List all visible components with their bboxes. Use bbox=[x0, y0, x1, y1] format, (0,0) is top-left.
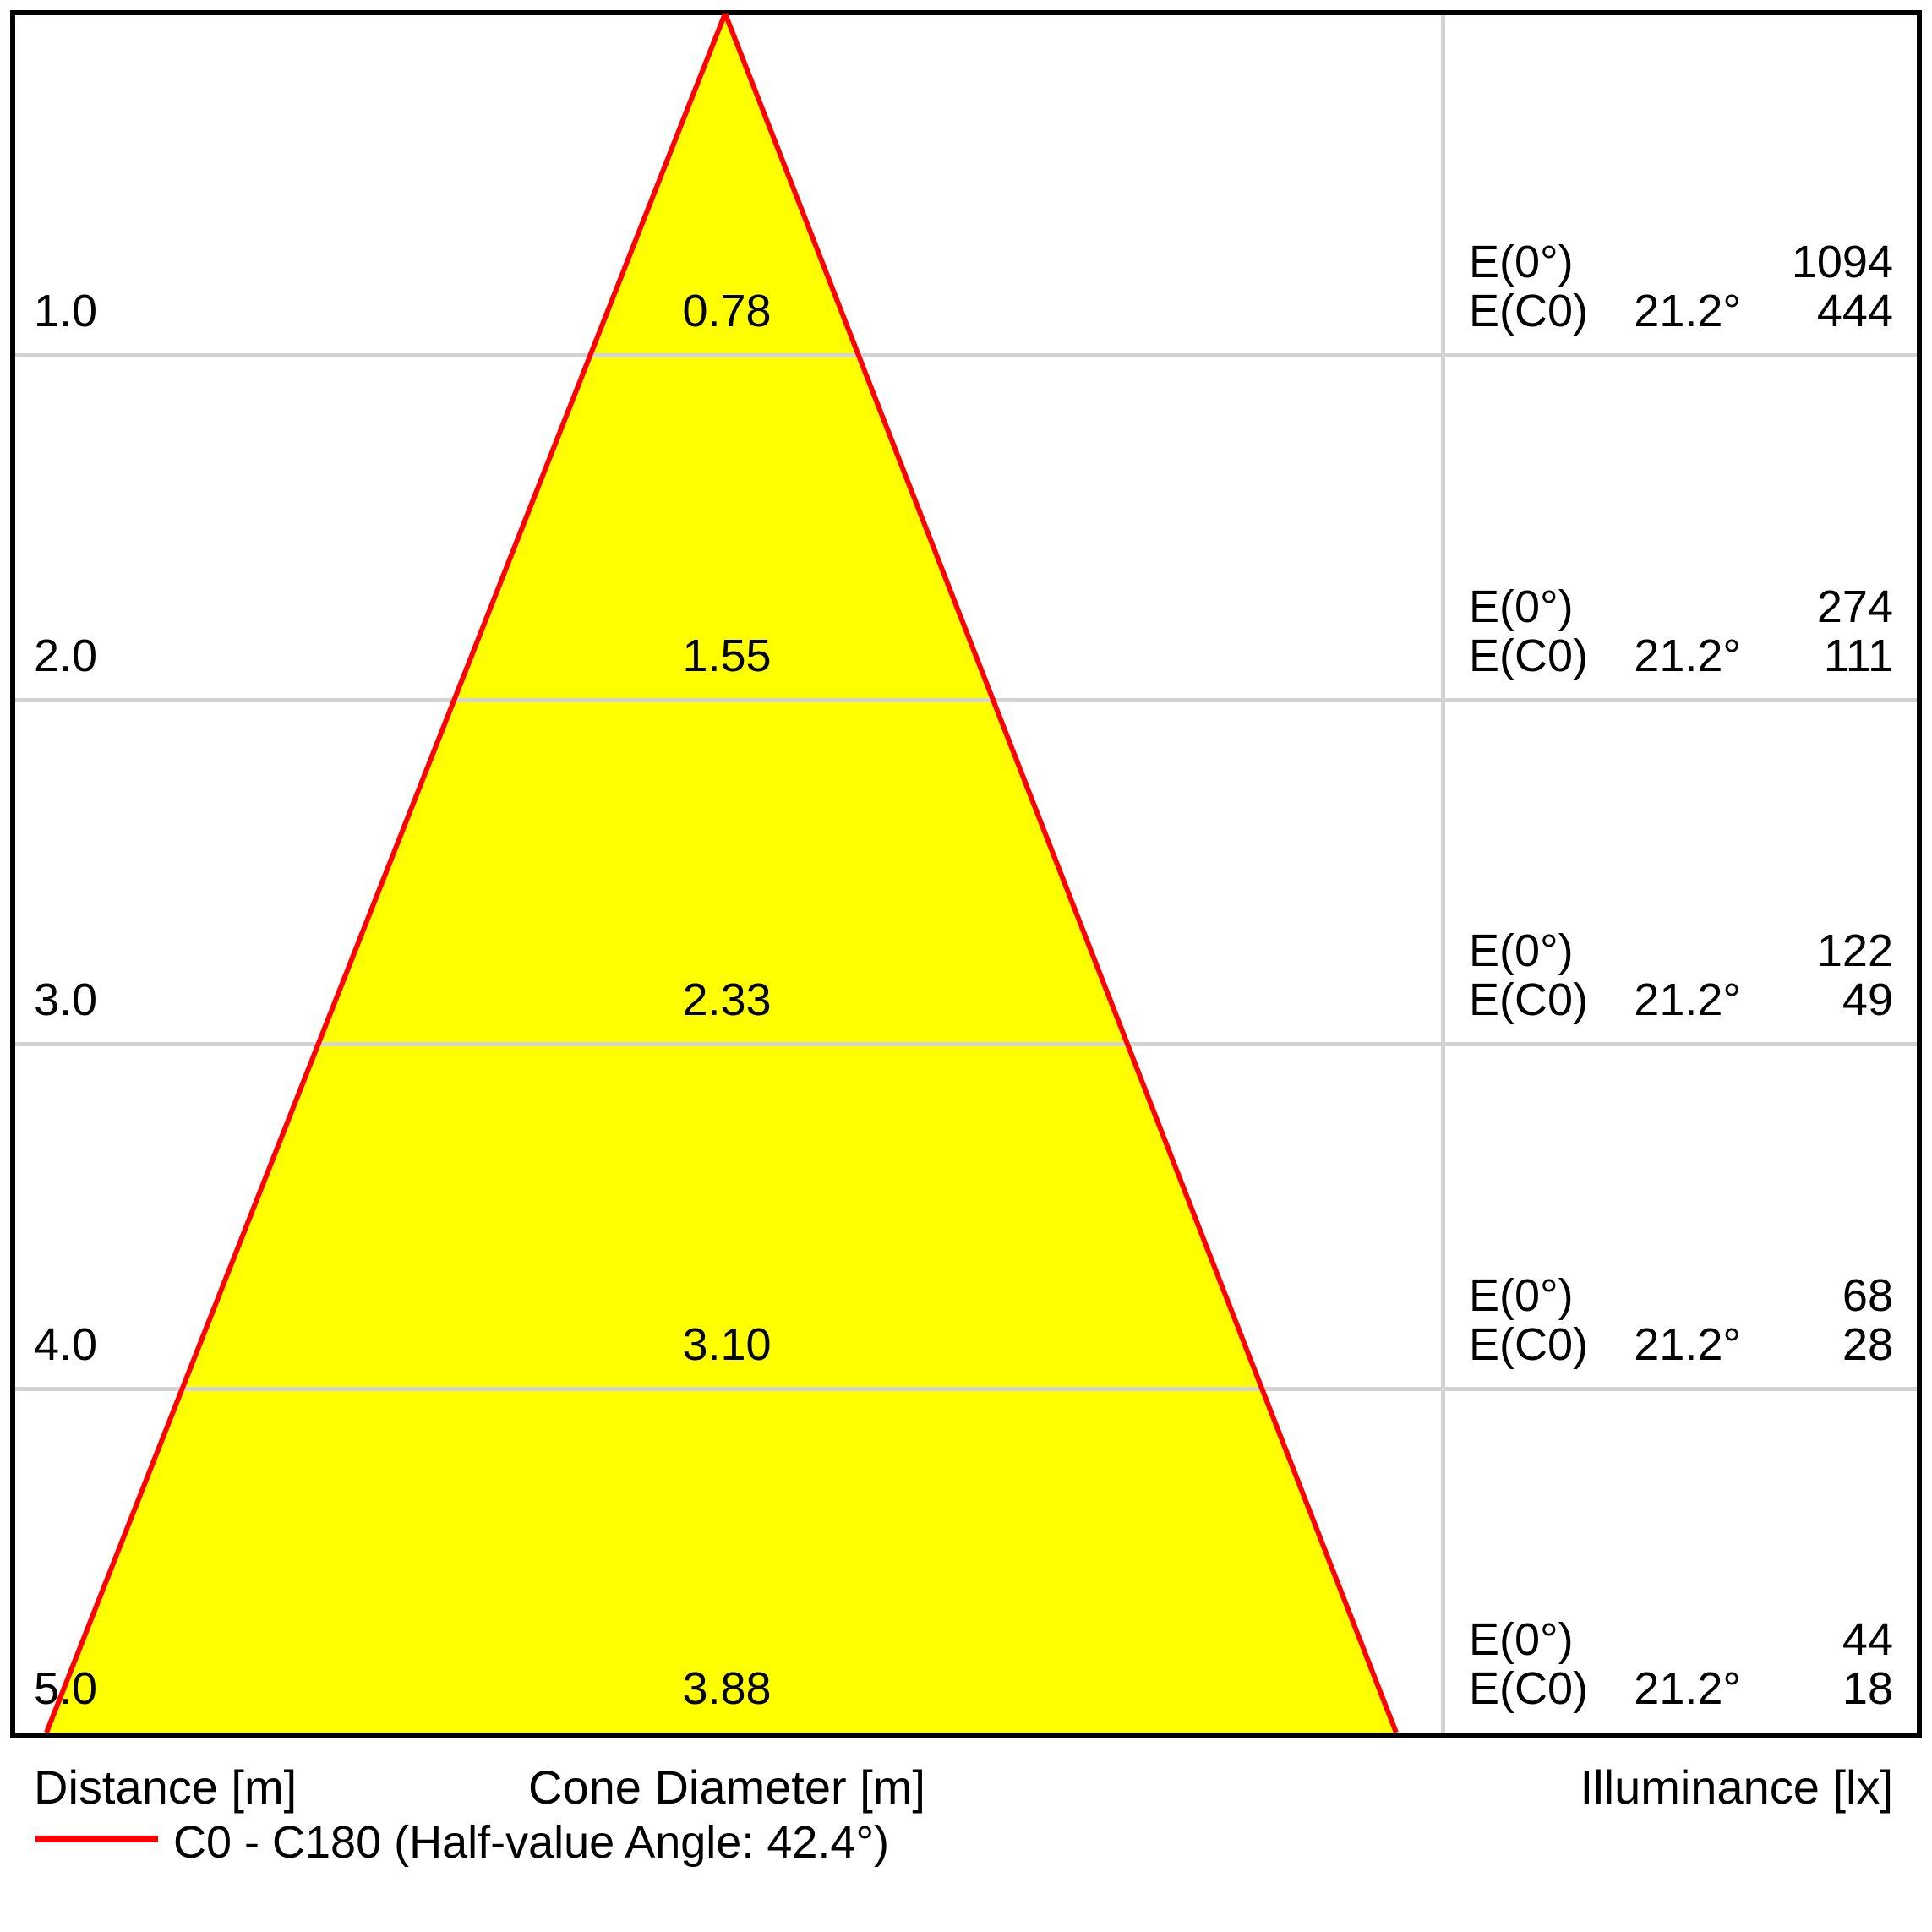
beam-angle: 21.2° bbox=[1634, 974, 1741, 1025]
e0-value: 122 bbox=[1816, 925, 1893, 976]
ec0-value: 28 bbox=[1842, 1319, 1893, 1370]
beam-angle: 21.2° bbox=[1634, 630, 1741, 681]
illuminance-axis-label: Illuminance [lx] bbox=[1580, 1760, 1893, 1814]
ec0-label: E(C0) bbox=[1469, 1319, 1589, 1370]
e0-value: 274 bbox=[1816, 581, 1893, 632]
distance-label: 5.0 bbox=[34, 1663, 98, 1714]
legend-line-swatch bbox=[35, 1836, 158, 1842]
ec0-value: 49 bbox=[1842, 974, 1893, 1025]
distance-label: 2.0 bbox=[34, 630, 98, 681]
gridline-4m bbox=[15, 1387, 1917, 1391]
e0-label: E(0°) bbox=[1469, 925, 1574, 976]
cone-diameter-axis-label: Cone Diameter [m] bbox=[528, 1760, 925, 1814]
ec0-value: 444 bbox=[1816, 286, 1893, 336]
light-cone-fill bbox=[46, 14, 1396, 1733]
cone-diameter-label: 1.55 bbox=[682, 630, 772, 681]
beam-angle: 21.2° bbox=[1634, 1663, 1741, 1714]
e0-label: E(0°) bbox=[1469, 1614, 1574, 1665]
panel-divider bbox=[1441, 15, 1445, 1733]
e0-label: E(0°) bbox=[1469, 581, 1574, 632]
distance-label: 1.0 bbox=[34, 286, 98, 336]
diagram-frame bbox=[10, 10, 1922, 1738]
distance-label: 3.0 bbox=[34, 974, 98, 1025]
gridline-3m bbox=[15, 1042, 1917, 1046]
beam-angle: 21.2° bbox=[1634, 1319, 1741, 1370]
e0-value: 68 bbox=[1842, 1270, 1893, 1321]
e0-value: 1094 bbox=[1791, 237, 1893, 287]
cone-diameter-label: 3.88 bbox=[682, 1663, 772, 1714]
cone-diameter-label: 0.78 bbox=[682, 286, 772, 336]
e0-label: E(0°) bbox=[1469, 237, 1574, 287]
cone-edge-left bbox=[44, 12, 728, 1734]
ec0-label: E(C0) bbox=[1469, 630, 1589, 681]
cone-diameter-label: 3.10 bbox=[682, 1319, 772, 1370]
e0-label: E(0°) bbox=[1469, 1270, 1574, 1321]
ec0-value: 18 bbox=[1842, 1663, 1893, 1714]
gridline-1m bbox=[15, 353, 1917, 357]
ec0-label: E(C0) bbox=[1469, 974, 1589, 1025]
beam-angle: 21.2° bbox=[1634, 286, 1741, 336]
distance-label: 4.0 bbox=[34, 1319, 98, 1370]
legend-label: C0 - C180 (Half-value Angle: 42.4°) bbox=[173, 1817, 890, 1868]
distance-axis-label: Distance [m] bbox=[34, 1760, 297, 1814]
ec0-value: 111 bbox=[1823, 630, 1893, 681]
e0-value: 44 bbox=[1842, 1614, 1893, 1665]
ec0-label: E(C0) bbox=[1469, 286, 1589, 336]
gridline-2m bbox=[15, 698, 1917, 702]
cone-edge-right bbox=[723, 12, 1399, 1734]
ec0-label: E(C0) bbox=[1469, 1663, 1589, 1714]
cone-diameter-label: 2.33 bbox=[682, 974, 772, 1025]
